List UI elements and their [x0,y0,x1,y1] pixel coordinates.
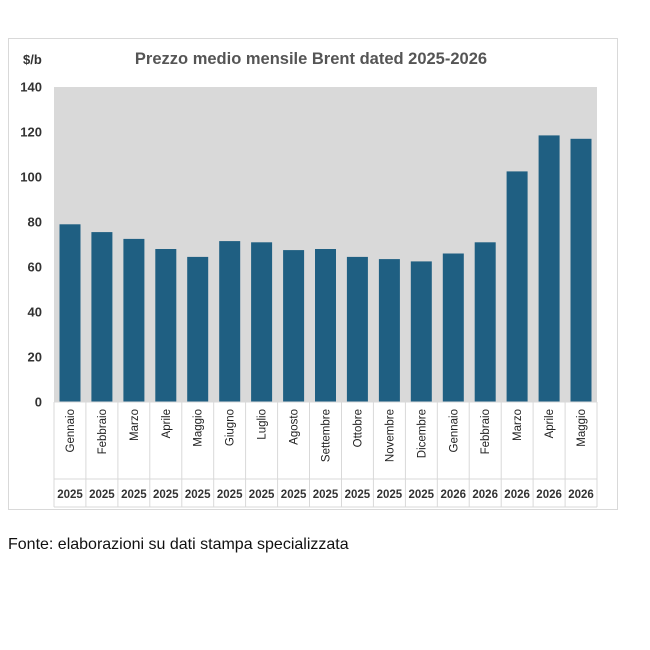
bar-15 [506,171,528,402]
y-tick-label: 40 [28,305,42,320]
x-month-label: Marzo [129,409,141,441]
y-tick-label: 120 [20,125,42,140]
x-year-label: 2025 [409,489,435,501]
x-year-label: 2025 [313,489,339,501]
x-month-label: Febbraio [480,409,492,454]
y-axis-ticks: 0 20 40 60 80 100 120 140 [20,80,42,410]
bar-7 [251,242,273,403]
chart-frame: Prezzo medio mensile Brent dated 2025-20… [8,38,618,510]
bar-14 [474,242,496,403]
x-year-label: 2025 [217,489,243,501]
y-axis-unit-label: $/b [23,52,42,67]
x-year-label: 2026 [472,489,498,501]
bar-4 [155,249,177,402]
x-month-label: Maggio [576,409,588,447]
x-year-label: 2025 [377,489,403,501]
x-month-label: Febbraio [97,409,109,454]
y-tick-label: 0 [35,395,42,410]
bar-1 [59,224,81,403]
x-year-label: 2026 [504,489,530,501]
bar-9 [315,249,336,402]
y-tick-label: 100 [20,170,42,185]
y-tick-label: 20 [28,350,42,365]
source-note: Fonte: elaborazioni su dati stampa speci… [8,536,349,553]
x-month-label: Giugno [225,409,237,446]
x-year-label: 2025 [89,489,115,501]
x-year-label: 2025 [249,489,275,501]
x-month-label: Agosto [289,409,301,445]
bar-16 [538,135,560,402]
x-axis-labels: Gennaio 2025 Febbraio 2025 Marzo 2025 Aprile 20… [57,409,594,501]
x-year-label: 2026 [536,489,562,501]
x-month-label: Ottobre [352,409,364,447]
bar-10 [346,256,368,402]
x-month-label: Gennaio [448,409,460,452]
bar-13 [442,253,464,402]
x-year-label: 2025 [185,489,211,501]
x-year-label: 2026 [568,489,594,501]
category-grid [53,401,598,508]
x-year-label: 2026 [441,489,467,501]
x-year-label: 2025 [57,489,83,501]
x-year-label: 2025 [153,489,179,501]
x-month-label: Maggio [193,409,205,447]
x-year-label: 2025 [121,489,147,501]
x-month-label: Aprile [161,409,173,438]
x-month-label: Marzo [512,409,524,441]
x-month-label: Aprile [544,409,556,438]
x-month-label: Settembre [321,409,333,462]
bar-12 [410,261,432,402]
x-month-label: Dicembre [416,409,428,458]
bar-3 [123,238,145,402]
bar-8 [283,250,305,402]
x-month-label: Novembre [384,409,396,462]
bar-5 [187,256,209,402]
bar-11 [378,259,400,402]
chart-title: Prezzo medio mensile Brent dated 2025-20… [135,50,487,68]
bar-17 [570,138,592,403]
x-month-label: Gennaio [65,409,77,452]
x-year-label: 2025 [281,489,307,501]
y-tick-label: 80 [28,215,42,230]
bar-6 [219,241,241,402]
x-year-label: 2025 [345,489,371,501]
bar-2 [91,232,113,402]
y-tick-label: 60 [28,260,42,275]
bars-layer [59,135,592,403]
chart-svg: Prezzo medio mensile Brent dated 2025-20… [20,50,598,508]
y-tick-label: 140 [20,80,42,95]
x-month-label: Luglio [257,409,269,440]
